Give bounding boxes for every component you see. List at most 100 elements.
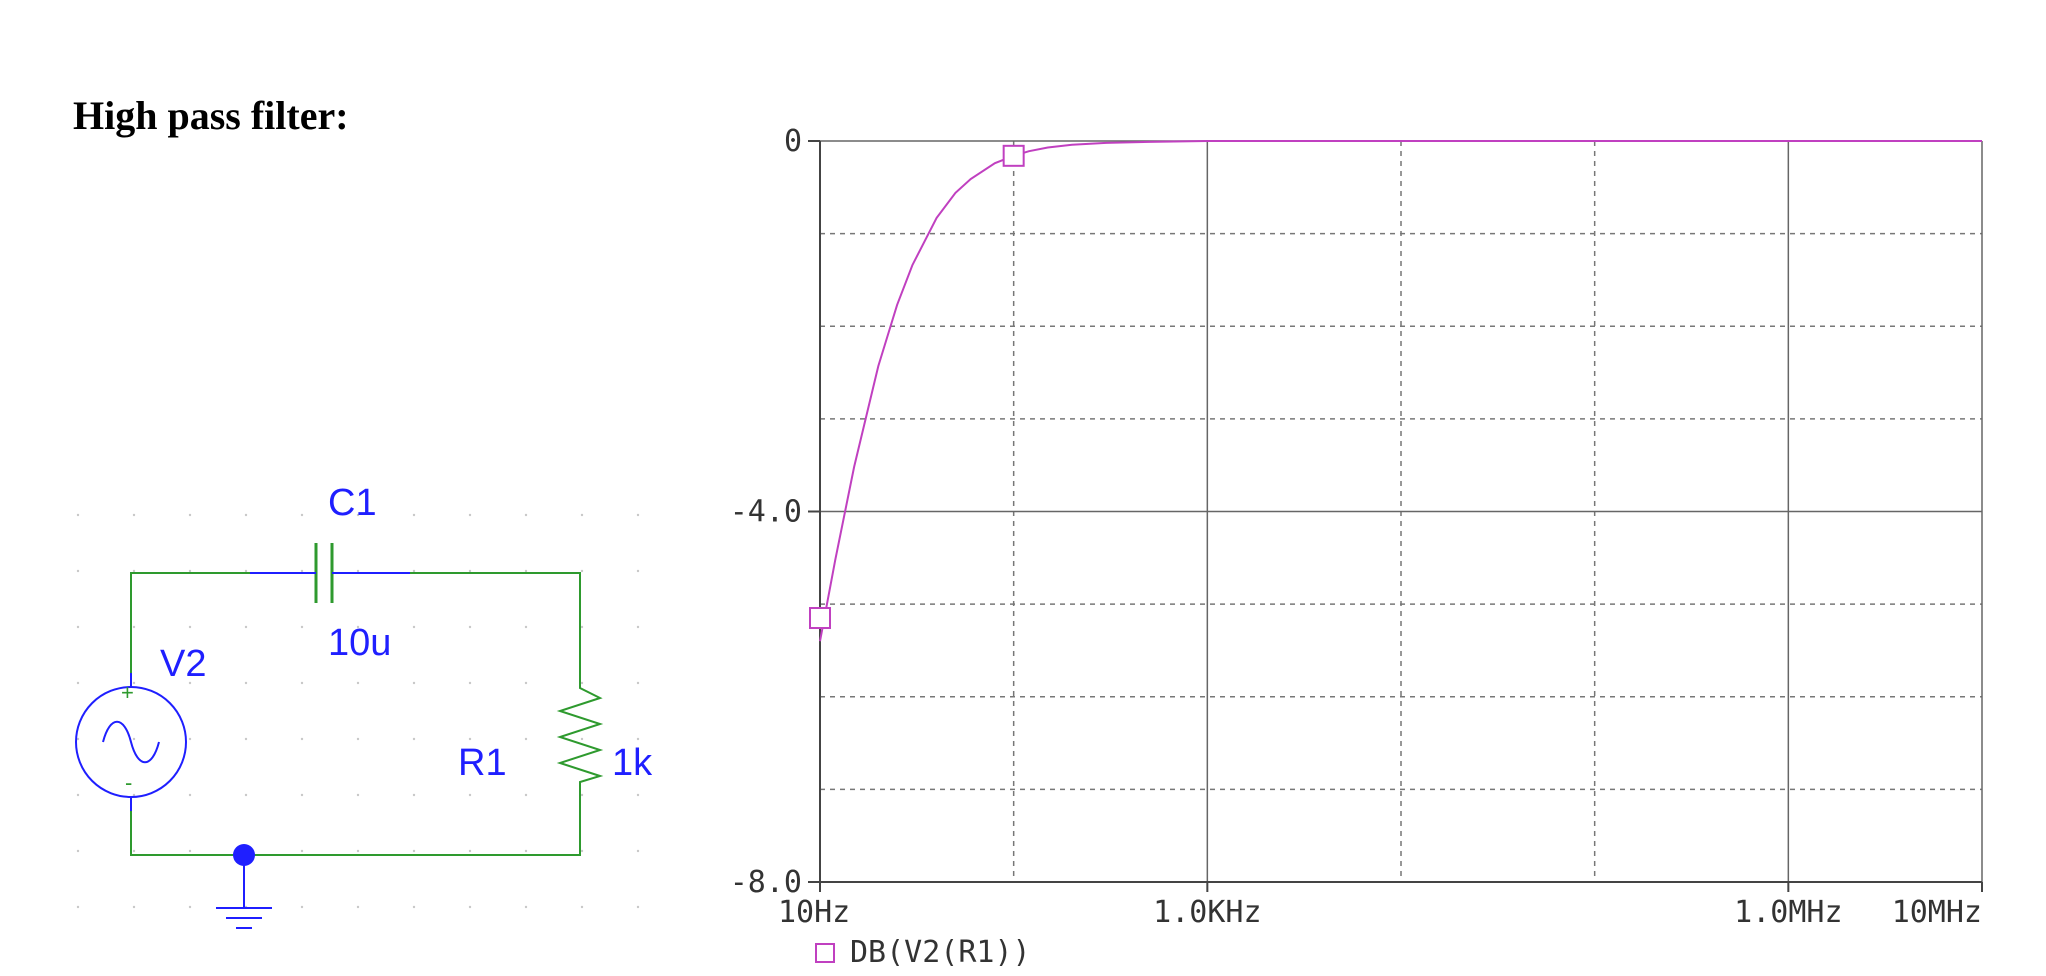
- grid-dot: [524, 681, 528, 685]
- source-name-label: V2: [160, 643, 206, 685]
- plot-series: [809, 140, 1982, 642]
- grid-dot: [132, 849, 136, 853]
- grid-dot: [76, 737, 80, 741]
- wire-top-right: [336, 572, 581, 682]
- legend-marker-icon: [815, 943, 835, 963]
- x-tick-label: 1.0KHz: [1153, 895, 1261, 930]
- grid-dot: [76, 569, 80, 573]
- grid-dot: [300, 737, 304, 741]
- series-marker: [809, 607, 831, 630]
- grid-dot: [636, 681, 640, 685]
- wire-right-bottom: [130, 788, 581, 856]
- grid-dot: [188, 681, 192, 685]
- grid-dot: [188, 793, 192, 797]
- grid-dot: [524, 905, 528, 909]
- capacitor-c1[interactable]: [250, 543, 410, 603]
- grid-dot: [412, 849, 416, 853]
- grid-dot: [412, 569, 416, 573]
- plot-legend: DB(V2(R1)): [815, 935, 1031, 970]
- grid-dot: [580, 849, 584, 853]
- grid-dot: [580, 905, 584, 909]
- resistor-r1[interactable]: [556, 682, 604, 788]
- grid-dot: [132, 737, 136, 741]
- grid-dot: [468, 793, 472, 797]
- grid-dot: [524, 625, 528, 629]
- circuit-schematic: C1 10u + - V2 R1 1k: [75, 482, 653, 929]
- source-plus-label: +: [121, 680, 134, 705]
- grid-dot: [132, 793, 136, 797]
- grid-dot: [356, 625, 360, 629]
- grid-dot: [300, 681, 304, 685]
- series-marker: [1002, 144, 1025, 167]
- x-tick-label: 10MHz: [1892, 895, 1982, 930]
- grid-dot: [356, 849, 360, 853]
- grid-dot: [468, 625, 472, 629]
- grid-dot: [636, 737, 640, 741]
- grid-dot: [636, 793, 640, 797]
- grid-dot: [132, 905, 136, 909]
- grid-dot: [244, 681, 248, 685]
- capacitor-value-label: 10u: [328, 622, 391, 664]
- grid-dot: [412, 681, 416, 685]
- x-tick-label: 1.0MHz: [1734, 895, 1842, 930]
- grid-dot: [636, 905, 640, 909]
- grid-dot: [188, 737, 192, 741]
- grid-dot: [580, 681, 584, 685]
- grid-dot: [76, 513, 80, 517]
- grid-dot: [636, 569, 640, 573]
- resistor-value-label: 1k: [612, 742, 653, 784]
- x-tick-label: 10Hz: [778, 895, 850, 930]
- grid-dot: [580, 793, 584, 797]
- y-tick-label: -8.0: [730, 865, 802, 900]
- grid-dot: [300, 513, 304, 517]
- grid-dot: [524, 737, 528, 741]
- grid-dot: [468, 849, 472, 853]
- grid-dot: [356, 793, 360, 797]
- grid-dot: [132, 625, 136, 629]
- grid-dot: [76, 625, 80, 629]
- grid-dot: [468, 513, 472, 517]
- grid-dot: [244, 513, 248, 517]
- grid-dot: [188, 905, 192, 909]
- grid-dot: [412, 905, 416, 909]
- grid-dot: [188, 513, 192, 517]
- grid-dot: [636, 849, 640, 853]
- grid-dot: [356, 513, 360, 517]
- ground-icon: [216, 855, 272, 929]
- grid-dot: [524, 793, 528, 797]
- page-title: High pass filter:: [73, 93, 349, 138]
- grid-dot: [76, 793, 80, 797]
- grid-dot: [132, 681, 136, 685]
- capacitor-name-label: C1: [328, 482, 377, 524]
- grid-dot: [580, 569, 584, 573]
- grid-dot: [76, 905, 80, 909]
- grid-dot: [76, 681, 80, 685]
- grid-dot: [636, 625, 640, 629]
- grid-dot: [132, 569, 136, 573]
- grid-dot: [468, 681, 472, 685]
- grid-dot: [524, 849, 528, 853]
- grid-dot: [468, 737, 472, 741]
- source-minus-label: -: [125, 770, 132, 795]
- legend-entry-label: DB(V2(R1)): [850, 935, 1031, 970]
- grid-dot: [356, 737, 360, 741]
- grid-dot: [636, 513, 640, 517]
- grid-dot: [244, 625, 248, 629]
- grid-dot: [412, 625, 416, 629]
- grid-dot: [468, 569, 472, 573]
- grid-dot: [188, 569, 192, 573]
- resistor-name-label: R1: [458, 742, 507, 784]
- grid-dot: [524, 513, 528, 517]
- grid-dot: [580, 513, 584, 517]
- grid-dot: [412, 737, 416, 741]
- grid-dot: [580, 737, 584, 741]
- plot-axes: [808, 140, 1983, 892]
- voltage-source-v2[interactable]: [75, 673, 187, 811]
- sine-wave-icon: [102, 721, 160, 763]
- grid-dot: [524, 569, 528, 573]
- grid-dot: [412, 513, 416, 517]
- grid-dot: [300, 569, 304, 573]
- grid-dot: [356, 569, 360, 573]
- grid-dot: [244, 569, 248, 573]
